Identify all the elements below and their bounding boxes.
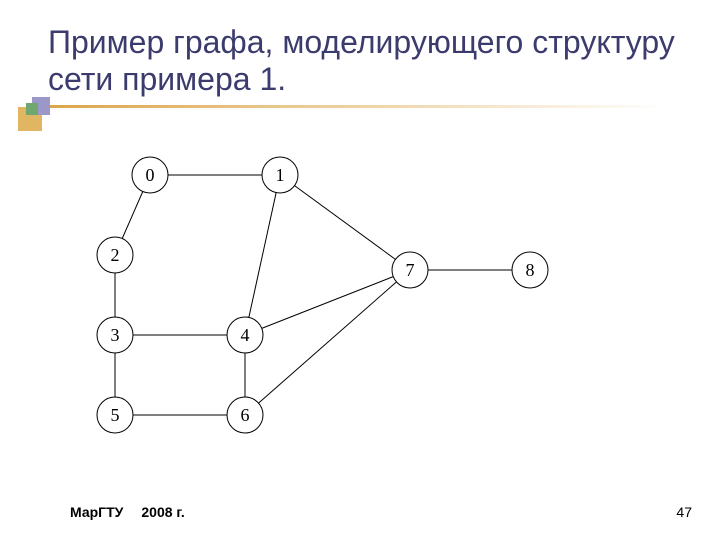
- graph-node-label: 2: [111, 245, 120, 265]
- network-graph: 0 1 2 3 4 5 6 7 8: [85, 135, 585, 455]
- page-number: 47: [676, 504, 692, 520]
- graph-node-label: 4: [241, 325, 250, 345]
- bullet-decoration: [18, 95, 58, 140]
- graph-node-label: 5: [111, 405, 120, 425]
- graph-node-label: 3: [111, 325, 120, 345]
- graph-node-label: 6: [241, 405, 250, 425]
- graph-node-label: 0: [146, 165, 155, 185]
- edge: [259, 282, 397, 403]
- footer-year: 2008 г.: [141, 504, 184, 520]
- graph-node-label: 1: [276, 165, 285, 185]
- footer-org: МарГТУ: [70, 504, 123, 520]
- edge: [249, 193, 276, 318]
- bullet-inner: [26, 103, 38, 115]
- graph-node-label: 8: [526, 260, 535, 280]
- slide: Пример графа, моделирующего структуру се…: [0, 0, 720, 540]
- edge: [122, 191, 143, 238]
- underline-rect: [48, 105, 668, 108]
- edge: [295, 186, 396, 260]
- graph-node-label: 7: [406, 260, 415, 280]
- footer: МарГТУ 2008 г.: [70, 504, 185, 520]
